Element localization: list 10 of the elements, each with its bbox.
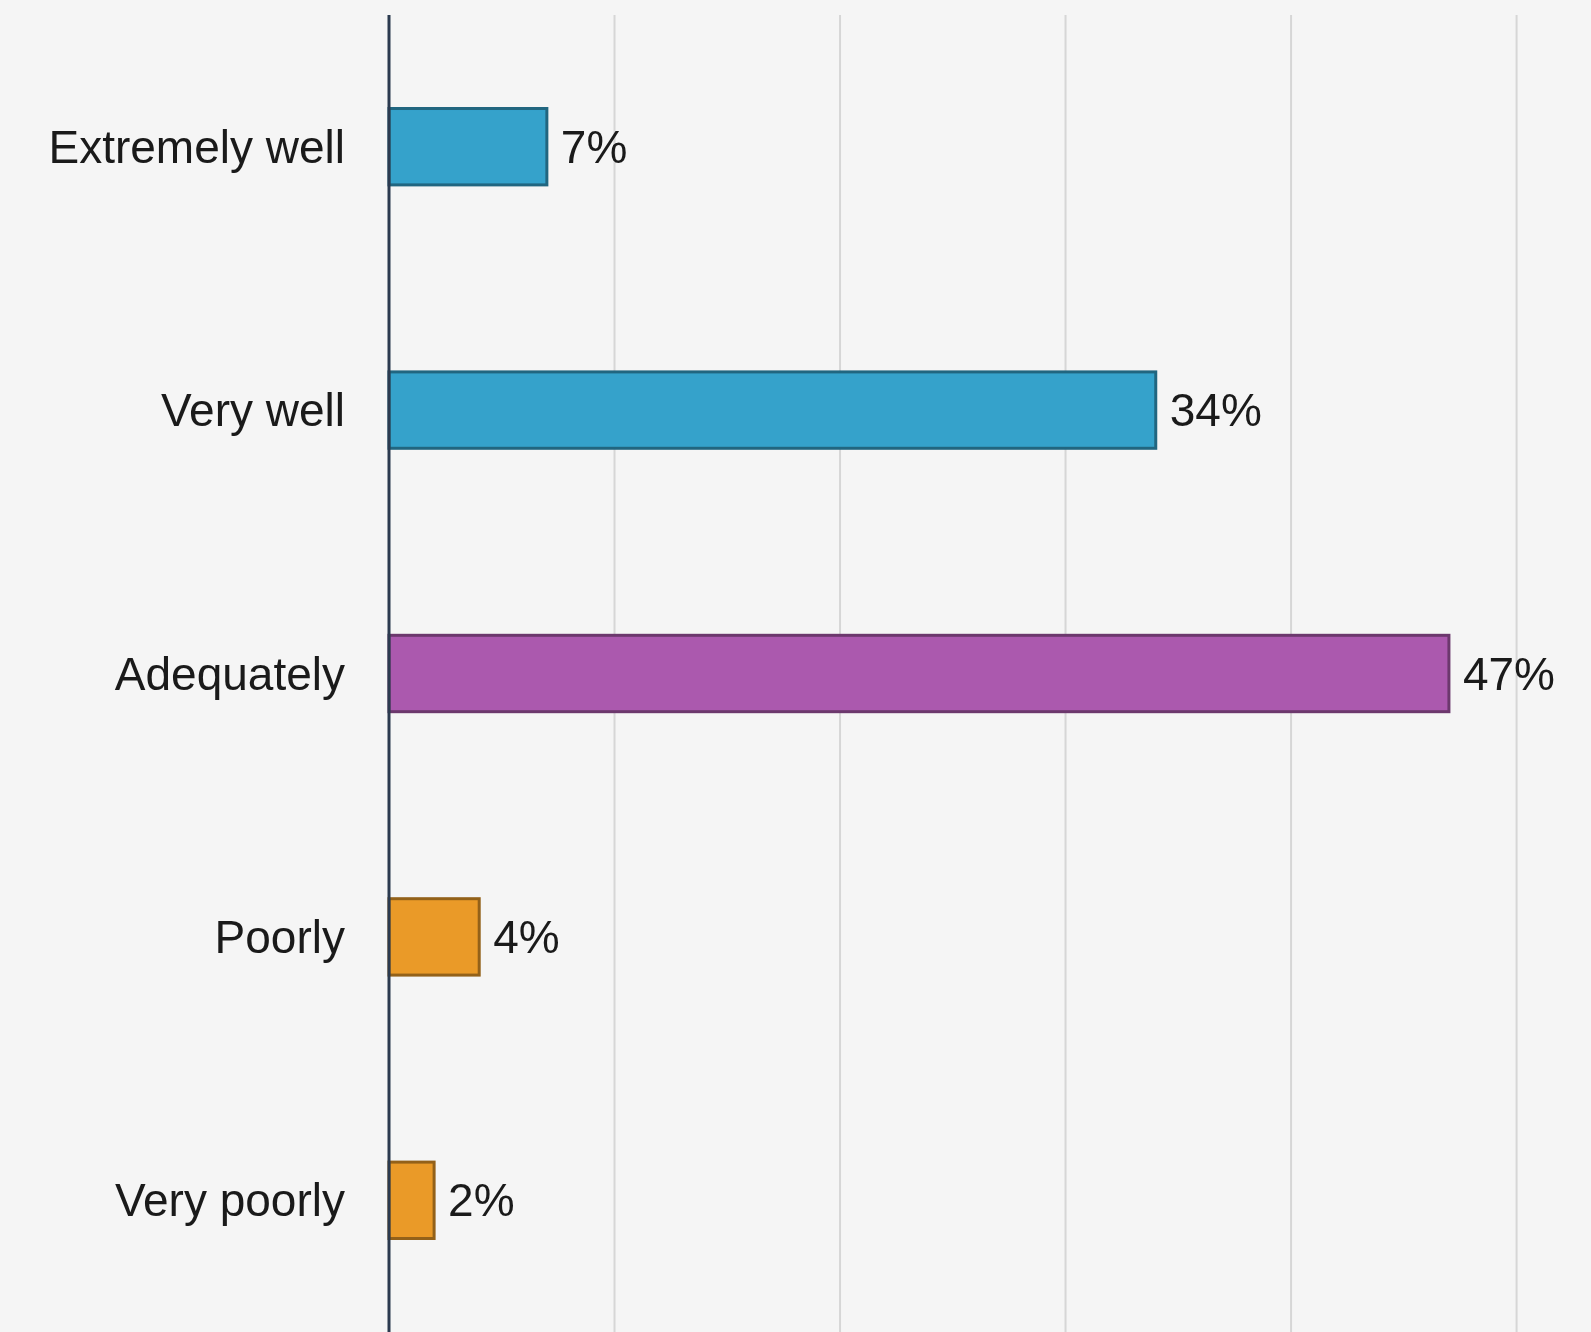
data-label: 7% bbox=[560, 120, 628, 173]
data-label: 2% bbox=[448, 1174, 515, 1227]
data-label: 4% bbox=[493, 911, 560, 963]
y-tick-label: Very poorly bbox=[114, 1174, 345, 1227]
y-tick-label: Extremely well bbox=[48, 120, 345, 173]
y-tick-label: Poorly bbox=[214, 911, 345, 963]
data-label: 47% bbox=[1462, 647, 1555, 700]
y-tick-label: Adequately bbox=[114, 647, 345, 700]
data-label: 34% bbox=[1169, 384, 1262, 437]
y-tick-label: Very well bbox=[160, 384, 345, 437]
